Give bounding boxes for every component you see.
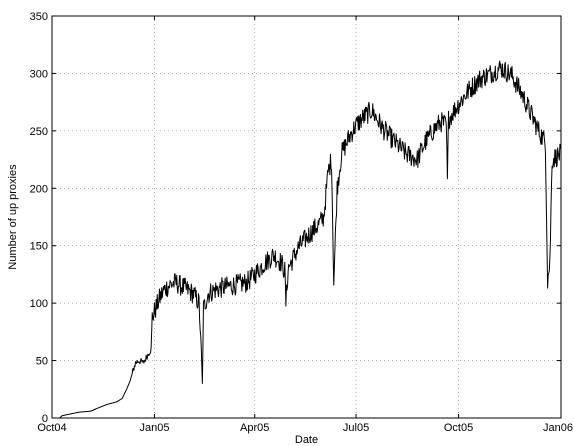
y-tick-label: 150 — [30, 241, 48, 253]
y-tick-label: 50 — [36, 356, 48, 368]
y-tick-label: 0 — [42, 413, 48, 425]
series-line — [59, 60, 562, 419]
y-tick-label: 250 — [30, 126, 48, 138]
x-axis-label: Date — [295, 434, 318, 446]
grid — [52, 16, 561, 418]
tick-layer: 0 50 100 150 200 250 300 350 Oct04 Jan05 Apr05 Jul0… — [30, 11, 573, 434]
x-tick-label: Apr05 — [240, 422, 269, 434]
x-tick-label: Oct04 — [37, 422, 66, 434]
series-layer — [59, 60, 562, 419]
x-tick-label: Jan06 — [543, 422, 573, 434]
plot-frame — [51, 15, 562, 419]
y-axis-label: Number of up proxies — [7, 164, 19, 270]
y-tick-label: 200 — [30, 183, 48, 195]
y-tick-label: 300 — [30, 68, 48, 80]
x-tick-label: Jan05 — [139, 422, 169, 434]
x-tick-label: Jul05 — [343, 422, 369, 434]
y-tick-label: 350 — [30, 11, 48, 23]
y-tick-label: 100 — [30, 298, 48, 310]
x-tick-label: Oct05 — [444, 422, 473, 434]
